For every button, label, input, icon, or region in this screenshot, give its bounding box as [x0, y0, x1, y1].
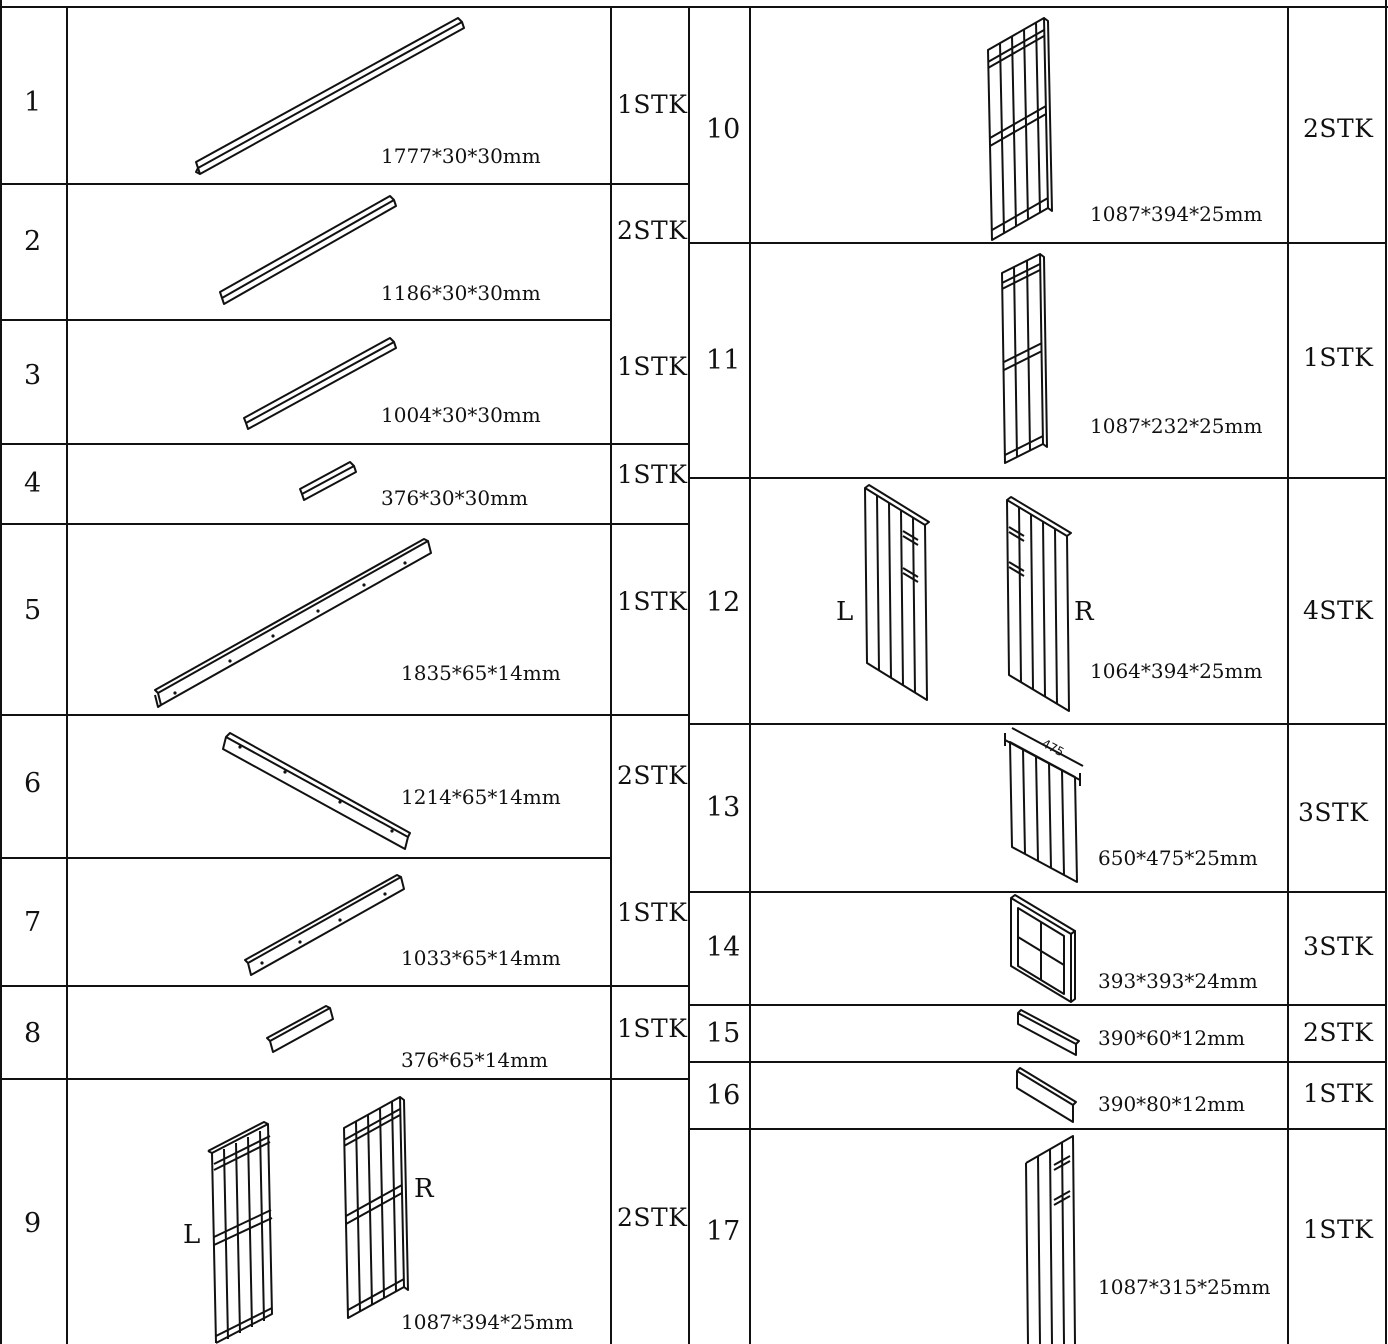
column-divider	[749, 6, 751, 1344]
part-dimensions: 1087*232*25mm	[1090, 414, 1263, 438]
part-quantity: 1STK	[1303, 1215, 1374, 1244]
part-dimensions: 1033*65*14mm	[401, 946, 561, 970]
part-dimensions: 1064*394*25mm	[1090, 659, 1263, 683]
column-divider	[688, 6, 690, 1344]
board-drawing-16	[1016, 1067, 1077, 1123]
part-quantity: 1STK	[617, 90, 688, 119]
part-quantity: 1STK	[1303, 343, 1374, 372]
board-drawing-7	[244, 874, 405, 976]
part-number: 16	[706, 1080, 741, 1111]
right-panel-tag: R	[414, 1174, 434, 1204]
wall-panel-drawing-9-left	[207, 1121, 273, 1344]
part-quantity: 3STK	[1298, 798, 1369, 827]
part-number: 4	[24, 468, 42, 499]
part-dimensions: 1087*394*25mm	[401, 1310, 574, 1334]
row-divider	[688, 1061, 1387, 1063]
board-drawing-8	[266, 1005, 334, 1053]
row-divider	[0, 1078, 690, 1080]
part-number: 12	[706, 587, 741, 618]
row-divider	[688, 242, 1387, 244]
part-quantity: 2STK	[1303, 1018, 1374, 1047]
wall-panel-drawing-17	[1025, 1135, 1076, 1344]
part-number: 9	[24, 1208, 42, 1239]
part-dimensions: 1835*65*14mm	[401, 661, 561, 685]
part-quantity: 2STK	[617, 761, 688, 790]
row-divider	[0, 319, 612, 321]
row-divider	[0, 985, 690, 987]
part-number: 1	[24, 87, 42, 118]
part-number: 11	[706, 345, 741, 376]
table-border-top	[0, 6, 1388, 8]
wall-panel-drawing-12-left	[864, 484, 930, 701]
row-divider	[688, 1004, 1387, 1006]
beam-drawing-3	[243, 337, 397, 430]
part-dimensions: 1214*65*14mm	[401, 785, 561, 809]
left-panel-tag: L	[183, 1220, 201, 1250]
row-divider	[0, 714, 690, 716]
row-divider	[0, 523, 690, 525]
part-number: 15	[706, 1018, 741, 1049]
right-panel-tag: R	[1074, 597, 1094, 627]
part-number: 17	[706, 1216, 741, 1247]
part-dimensions: 393*393*24mm	[1098, 969, 1258, 993]
part-number: 10	[706, 114, 741, 145]
part-quantity: 3STK	[1303, 932, 1374, 961]
part-quantity: 1STK	[617, 460, 688, 489]
beam-drawing-4	[299, 461, 357, 501]
wall-panel-drawing-11	[1001, 253, 1048, 464]
part-dimensions: 376*30*30mm	[381, 486, 529, 510]
part-number: 7	[24, 907, 42, 938]
gable-panel-drawing-13	[1004, 727, 1084, 883]
wall-panel-drawing-10	[987, 17, 1053, 241]
wall-panel-drawing-12-right	[1006, 496, 1072, 712]
part-quantity: 1STK	[617, 352, 688, 381]
part-dimensions: 1777*30*30mm	[381, 144, 541, 168]
beam-drawing-1	[195, 17, 465, 175]
column-divider	[66, 6, 68, 1344]
part-quantity: 2STK	[617, 1203, 688, 1232]
part-quantity: 1STK	[617, 898, 688, 927]
part-dimensions: 390*80*12mm	[1098, 1092, 1246, 1116]
part-quantity: 4STK	[1303, 596, 1374, 625]
beam-drawing-2	[219, 195, 397, 305]
part-number: 8	[24, 1018, 42, 1049]
part-dimensions: 1004*30*30mm	[381, 403, 541, 427]
row-divider	[0, 183, 690, 185]
row-divider	[688, 1128, 1387, 1130]
part-number: 3	[24, 360, 42, 391]
board-drawing-15	[1017, 1009, 1080, 1056]
board-drawing-6	[222, 732, 411, 850]
part-dimensions: 650*475*25mm	[1098, 846, 1258, 870]
part-number: 5	[24, 595, 42, 626]
part-number: 6	[24, 768, 42, 799]
part-number: 2	[24, 226, 42, 257]
wall-panel-drawing-9-right	[343, 1096, 409, 1319]
part-dimensions: 1186*30*30mm	[381, 281, 541, 305]
table-border-right	[1385, 0, 1387, 1344]
part-quantity: 1STK	[617, 587, 688, 616]
part-dimensions: 1087*394*25mm	[1090, 202, 1263, 226]
row-divider	[688, 723, 1387, 725]
table-border-left	[0, 0, 2, 1344]
part-number: 14	[706, 932, 741, 963]
left-panel-tag: L	[836, 597, 854, 627]
part-quantity: 2STK	[1303, 114, 1374, 143]
row-divider	[0, 857, 612, 859]
part-dimensions: 376*65*14mm	[401, 1048, 549, 1072]
column-divider	[1287, 6, 1289, 1344]
column-divider	[610, 6, 612, 1344]
row-divider	[0, 443, 690, 445]
part-number: 13	[706, 792, 741, 823]
part-quantity: 1STK	[617, 1014, 688, 1043]
part-dimensions: 1087*315*25mm	[1098, 1275, 1271, 1299]
part-quantity: 1STK	[1303, 1079, 1374, 1108]
row-divider	[688, 891, 1387, 893]
window-drawing-14	[1010, 894, 1076, 1003]
part-quantity: 2STK	[617, 216, 688, 245]
part-dimensions: 390*60*12mm	[1098, 1026, 1246, 1050]
board-drawing-5	[154, 538, 432, 708]
row-divider	[688, 477, 1387, 479]
